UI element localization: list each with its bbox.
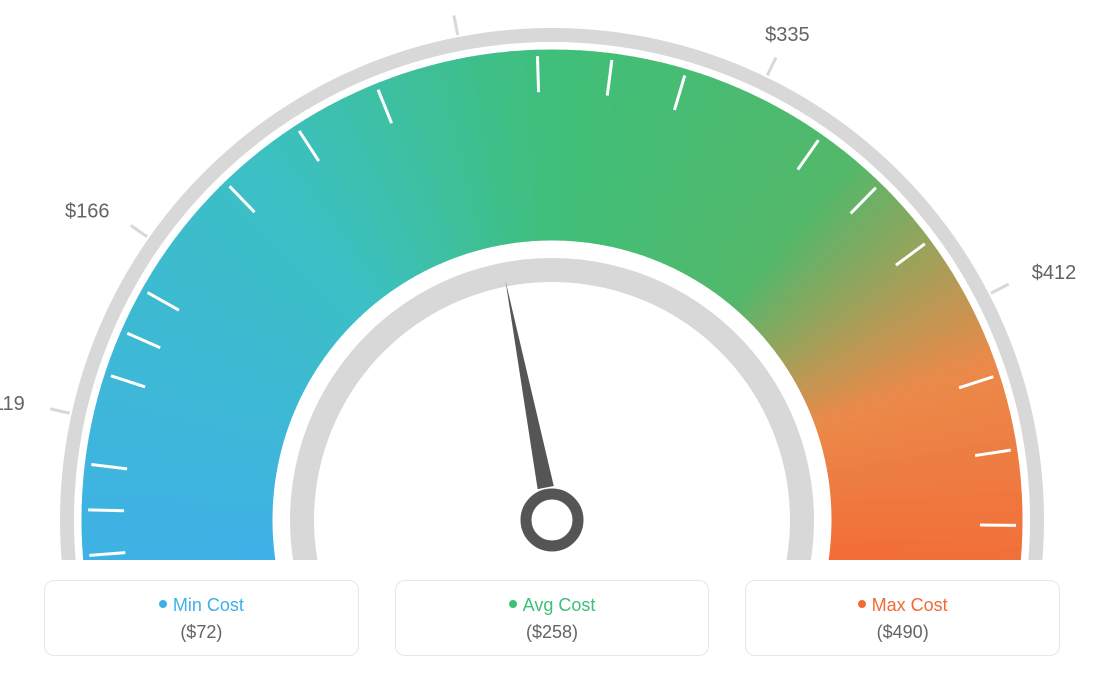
legend-title-text: Min Cost — [173, 595, 244, 615]
legend-title: Avg Cost — [406, 595, 699, 616]
gauge-svg: $72$119$166$258$335$412$490 — [0, 0, 1104, 560]
gauge-tick-major — [131, 225, 147, 236]
gauge-tick-label: $412 — [1032, 262, 1077, 284]
gauge-tick-label: $119 — [0, 393, 25, 415]
gauge-tick-label: $166 — [65, 200, 110, 222]
legend-row: Min Cost ($72) Avg Cost ($258) Max Cost ($490… — [0, 560, 1104, 656]
legend-card-avg: Avg Cost ($258) — [395, 580, 710, 656]
legend-title-text: Avg Cost — [523, 595, 596, 615]
legend-card-max: Max Cost ($490) — [745, 580, 1060, 656]
legend-value: ($490) — [756, 622, 1049, 643]
legend-title-text: Max Cost — [872, 595, 948, 615]
legend-title: Max Cost — [756, 595, 1049, 616]
legend-value: ($258) — [406, 622, 699, 643]
gauge-tick-major — [50, 409, 70, 413]
legend-dot-icon — [159, 600, 167, 608]
gauge-tick-label: $335 — [765, 24, 810, 46]
gauge-tick-label: $258 — [427, 0, 472, 2]
legend-dot-icon — [858, 600, 866, 608]
gauge-tick-major — [991, 284, 1009, 293]
gauge-needle — [505, 280, 553, 489]
cost-gauge: $72$119$166$258$335$412$490 — [0, 0, 1104, 560]
legend-title: Min Cost — [55, 595, 348, 616]
legend-card-min: Min Cost ($72) — [44, 580, 359, 656]
gauge-needle-hub — [526, 494, 578, 546]
gauge-tick-major — [454, 15, 458, 35]
legend-dot-icon — [509, 600, 517, 608]
legend-value: ($72) — [55, 622, 348, 643]
gauge-tick-major — [767, 57, 776, 75]
